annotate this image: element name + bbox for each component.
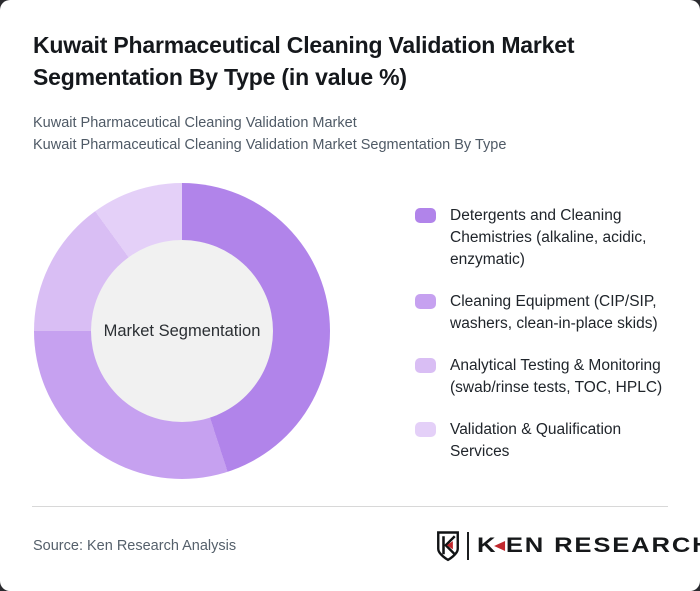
legend-swatch (415, 208, 436, 223)
ken-research-logo: K EN RESEARCH (436, 527, 700, 565)
logo-letter-k: K (476, 534, 498, 557)
legend-label: Analytical Testing & Monitoring (swab/ri… (450, 357, 663, 396)
donut-chart: Market Segmentation (34, 183, 330, 479)
legend-item: Analytical Testing & Monitoring (swab/ri… (415, 355, 670, 399)
shield-k-icon (437, 531, 459, 562)
logo-red-triangle-icon (493, 541, 505, 551)
logo-wordmark: K EN RESEARCH (477, 534, 700, 558)
subtitle-line-2: Kuwait Pharmaceutical Cleaning Validatio… (33, 137, 507, 154)
donut-center: Market Segmentation (91, 240, 273, 422)
legend-item: Validation & Qualification Services (415, 419, 670, 463)
page-title: Kuwait Pharmaceutical Cleaning Validatio… (33, 32, 575, 90)
legend-swatch (415, 294, 436, 309)
subtitle-line-1: Kuwait Pharmaceutical Cleaning Validatio… (33, 115, 357, 131)
donut-center-label: Market Segmentation (103, 321, 261, 340)
legend-item: Detergents and Cleaning Chemistries (alk… (415, 205, 670, 271)
logo-rest-text: EN RESEARCH (505, 534, 700, 557)
logo-divider-bar (466, 532, 469, 560)
legend: Detergents and Cleaning Chemistries (alk… (415, 205, 670, 463)
source-text: Source: Ken Research Analysis (33, 538, 237, 554)
legend-label: Detergents and Cleaning Chemistries (alk… (450, 207, 647, 268)
legend-swatch (415, 422, 436, 437)
legend-label: Validation & Qualification Services (450, 421, 622, 460)
footer-divider (32, 506, 668, 507)
legend-item: Cleaning Equipment (CIP/SIP, washers, cl… (415, 291, 670, 335)
subtitle-block: Kuwait Pharmaceutical Cleaning Validatio… (33, 112, 506, 157)
legend-swatch (415, 358, 436, 373)
legend-label: Cleaning Equipment (CIP/SIP, washers, cl… (450, 293, 658, 332)
